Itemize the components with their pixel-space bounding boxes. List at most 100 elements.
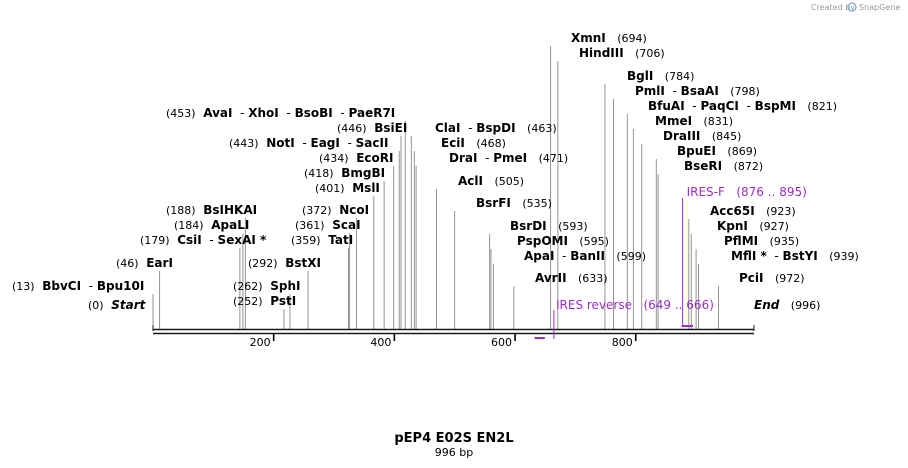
label-gap — [779, 298, 790, 312]
enzyme-name: MmeI — [655, 114, 692, 128]
site-label[interactable]: BseRI (872) — [684, 159, 763, 173]
enzyme-name: CsiI — [177, 233, 202, 247]
enzyme-name: MflI * — [731, 249, 767, 263]
primer-forward[interactable]: IRES-F (876 .. 895) — [681, 185, 807, 327]
name-separator: - — [685, 99, 701, 113]
site-label[interactable]: DraI - PmeI (471) — [449, 151, 568, 165]
site-label[interactable]: (418) BmgBI — [304, 166, 385, 180]
sequence-start-label: (0) Start — [88, 298, 147, 312]
enzyme-name: ApaLI — [211, 218, 249, 232]
site-label[interactable]: AclI (505) — [458, 174, 524, 188]
label-gap — [139, 256, 147, 270]
site-label[interactable]: PspOMI (595) — [517, 234, 609, 248]
site-position: (694) — [617, 32, 647, 45]
site-label[interactable]: (188) BsIHKAI — [166, 203, 257, 217]
site-label[interactable]: ClaI - BspDI (463) — [435, 121, 557, 135]
site-label-text: (188) BsIHKAI — [166, 203, 257, 217]
label-gap — [796, 99, 807, 113]
enzyme-name: BpuEI — [677, 144, 716, 158]
label-gap — [204, 218, 212, 232]
enzyme-name: BseRI — [684, 159, 722, 173]
site-label[interactable]: ApaI - BanII (599) — [524, 249, 646, 263]
primer-name: IRES-F — [687, 185, 725, 199]
end-label-text: (0) Start — [88, 298, 147, 312]
site-label[interactable]: EciI (468) — [441, 136, 506, 150]
enzyme-name: Bpu10I — [97, 279, 144, 293]
site-label-text: EciI (468) — [441, 136, 506, 150]
primer-name: IRES reverse — [556, 298, 632, 312]
label-gap — [547, 219, 558, 233]
site-label[interactable]: (434) EcoRI — [319, 151, 394, 165]
ruler-ticks: 200 400 600 800 — [250, 333, 637, 349]
name-separator: - — [232, 106, 248, 120]
ruler-tick-label: 200 — [250, 336, 271, 349]
site-label[interactable]: DraIII (845) — [663, 129, 741, 143]
label-gap — [263, 279, 271, 293]
enzyme-name: BsaAI — [681, 84, 719, 98]
site-position: (463) — [527, 122, 557, 135]
site-label-text: (184) ApaLI — [174, 218, 249, 232]
enzyme-name: BfuAI — [648, 99, 685, 113]
credit-brand: SnapGene — [859, 3, 900, 12]
site-label[interactable]: Acc65I (923) — [710, 204, 796, 218]
site-label[interactable]: (361) ScaI — [295, 218, 361, 232]
site-label[interactable]: (446) BsiEI — [337, 121, 407, 135]
site-position: (593) — [558, 220, 588, 233]
enzyme-name: PspOMI — [517, 234, 568, 248]
site-label-text: (372) NcoI — [302, 203, 369, 217]
primer-reverse[interactable]: IRES reverse (649 .. 666) — [534, 298, 714, 339]
enzyme-name: ApaI — [524, 249, 554, 263]
enzyme-name: BspMI — [755, 99, 796, 113]
site-label[interactable]: (46) EarI — [116, 256, 173, 270]
site-label[interactable]: PmlI - BsaAI (798) — [635, 84, 760, 98]
site-label[interactable]: (453) AvaI - XhoI - BsoBI - PaeR7I — [166, 106, 395, 120]
label-gap — [605, 249, 616, 263]
label-gap — [465, 136, 476, 150]
site-label[interactable]: MflI * - BstYI (939) — [731, 249, 859, 263]
map-length: 996 bp — [435, 446, 473, 459]
enzyme-name: EcoRI — [356, 151, 393, 165]
ruler-tick-label: 600 — [491, 336, 512, 349]
site-label[interactable]: (184) ApaLI — [174, 218, 249, 232]
site-label[interactable]: PflMI (935) — [724, 234, 799, 248]
site-label[interactable]: XmnI (694) — [571, 31, 647, 45]
site-position: (927) — [759, 220, 789, 233]
site-label[interactable]: (443) NotI - EagI - SacII — [229, 136, 388, 150]
enzyme-name: EagI — [311, 136, 340, 150]
site-position: (359) — [291, 234, 321, 247]
site-label[interactable]: (13) BbvCI - Bpu10I — [12, 279, 144, 293]
site-label[interactable]: BglI (784) — [627, 69, 694, 83]
site-label-text: (443) NotI - EagI - SacII — [229, 136, 388, 150]
site-label[interactable]: (262) SphI — [233, 279, 300, 293]
site-label[interactable]: BsrDI (593) — [510, 219, 588, 233]
credit-text: Created by — [811, 3, 855, 12]
site-label[interactable]: (292) BstXI — [248, 256, 321, 270]
site-position: (505) — [494, 175, 524, 188]
enzyme-name: XhoI — [248, 106, 279, 120]
label-gap — [748, 219, 759, 233]
site-label-text: (361) ScaI — [295, 218, 361, 232]
site-label[interactable]: (252) PstI — [233, 294, 296, 308]
site-label[interactable]: PciI (972) — [739, 271, 805, 285]
site-label[interactable]: HindIII (706) — [579, 46, 665, 60]
site-label[interactable]: KpnI (927) — [717, 219, 789, 233]
site-label[interactable]: (179) CsiI - SexAI * — [140, 233, 267, 247]
primer-binding-bar — [681, 325, 694, 327]
map-title: pEP4 E02S EN2L — [394, 431, 513, 446]
site-label[interactable]: (372) NcoI — [302, 203, 369, 217]
site-label[interactable]: (359) TatI — [291, 233, 353, 247]
label-gap — [35, 279, 43, 293]
enzyme-name: BmgBI — [341, 166, 385, 180]
label-gap — [567, 271, 578, 285]
site-position: (262) — [233, 280, 263, 293]
site-label[interactable]: BsrFI (535) — [476, 196, 552, 210]
site-label[interactable]: BpuEI (869) — [677, 144, 757, 158]
site-label-text: (252) PstI — [233, 294, 296, 308]
site-label[interactable]: (401) MslI — [315, 181, 380, 195]
site-label-text: PspOMI (595) — [517, 234, 609, 248]
site-label[interactable]: BfuAI - PaqCI - BspMI (821) — [648, 99, 837, 113]
site-label[interactable]: AvrII (633) — [535, 271, 608, 285]
site-label[interactable]: MmeI (831) — [655, 114, 733, 128]
enzyme-name: BsoBI — [295, 106, 333, 120]
